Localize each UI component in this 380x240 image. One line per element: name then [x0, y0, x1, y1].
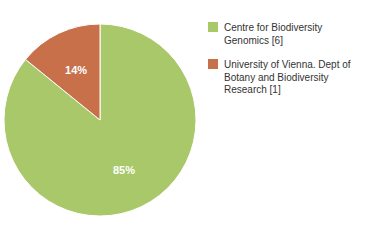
legend-entry: Centre for Biodiversity Genomics [6]	[224, 22, 322, 46]
legend: Centre for Biodiversity Genomics [6] Unive…	[208, 22, 351, 95]
legend-line: Research [1]	[224, 84, 281, 95]
legend-entry: University of Vienna. Dept of Botany and …	[224, 59, 351, 95]
legend-swatch	[208, 59, 218, 69]
legend-line: Genomics [6]	[224, 35, 283, 46]
data-label: 14%	[65, 64, 87, 76]
data-label: 85%	[113, 164, 135, 176]
legend-line: Centre for Biodiversity	[224, 22, 322, 33]
pie-slice	[4, 24, 196, 216]
legend-line: University of Vienna. Dept of	[224, 59, 351, 70]
chart: 85% 14% Centre for Biodiversity Genomics [6…	[0, 0, 380, 240]
data-labels: 85% 14%	[65, 64, 135, 177]
legend-swatch	[208, 22, 218, 32]
legend-line: Botany and Biodiversity	[224, 72, 329, 83]
pie-slice	[25, 24, 100, 120]
pie	[4, 24, 196, 216]
